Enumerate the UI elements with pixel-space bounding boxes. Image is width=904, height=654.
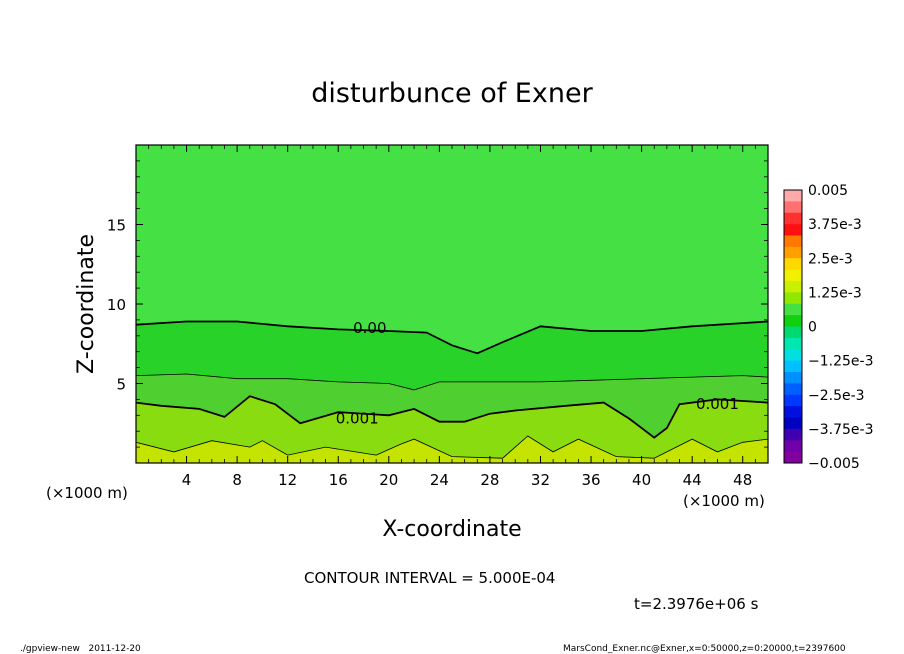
contour-line-zero	[136, 320, 768, 355]
chart-title: disturbunce of Exner	[311, 78, 593, 109]
y-axis-ticks: 5 10 15	[107, 160, 768, 448]
colorbar-swatch	[784, 269, 802, 282]
colorbar-frame	[783, 189, 803, 464]
y-tick-label: 15	[107, 217, 126, 235]
colorbar-swatch	[784, 281, 802, 293]
y-tick-label: 5	[116, 376, 126, 394]
x-tick-label: 40	[632, 471, 651, 489]
colorbar-label: 0	[808, 320, 817, 336]
contour-lines	[136, 320, 768, 459]
x-tick-label: 16	[329, 471, 348, 489]
contour-line-001	[136, 395, 768, 439]
x-unit-right-note: (×1000 m)	[683, 492, 765, 510]
colorbar-swatch	[784, 292, 802, 305]
colorbar-label: 3.75e-3	[808, 217, 862, 233]
time-text: t=2.3976e+06 s	[634, 595, 759, 613]
colorbar-label: −1.25e-3	[808, 354, 873, 370]
x-axis-ticks: 4 8 12 16 20 24 28 32 36 40 44 48	[148, 145, 756, 489]
colorbar-swatch	[784, 451, 802, 464]
colorbar-swatch	[784, 190, 802, 202]
x-tick-label: 28	[480, 471, 499, 489]
x-tick-label: 12	[278, 471, 297, 489]
contour-interval-text: CONTOUR INTERVAL = 5.000E-04	[304, 569, 555, 587]
colorbar-label: −2.5e-3	[808, 388, 865, 404]
fill-band-0015	[136, 436, 768, 463]
footer-right: MarsCond_Exner.nc@Exner,x=0:50000,z=0:20…	[563, 644, 846, 654]
colorbar-swatch	[784, 224, 802, 237]
colorbar-label: −3.75e-3	[808, 422, 873, 438]
colorbar-swatch	[784, 406, 802, 419]
x-unit-left-note: (×1000 m)	[46, 484, 128, 502]
y-tick-label: 10	[107, 296, 126, 314]
colorbar-swatch	[784, 417, 802, 430]
contour-label: 0.00	[353, 319, 386, 337]
x-tick-label: 4	[182, 471, 192, 489]
colorbar-swatch	[784, 440, 802, 453]
colorbar-swatch	[784, 315, 802, 328]
contour-line-0005	[136, 373, 768, 391]
colorbar-swatch	[784, 326, 802, 339]
colorbar-label: 0.005	[808, 183, 848, 199]
fill-band-001	[136, 396, 768, 463]
x-tick-label: 44	[683, 471, 702, 489]
colorbar-swatch	[784, 212, 802, 225]
contour-label: 0.001	[336, 409, 379, 427]
colorbar-swatch	[784, 349, 802, 362]
colorbar-swatch	[784, 303, 802, 316]
x-tick-label: 20	[379, 471, 398, 489]
colorbar-swatch	[784, 337, 802, 350]
x-tick-label: 32	[531, 471, 550, 489]
x-tick-label: 8	[232, 471, 242, 489]
x-tick-label: 48	[733, 471, 752, 489]
contour-line-0015	[136, 435, 768, 459]
y-axis-label: Z-coordinate	[74, 234, 99, 374]
colorbar-swatch	[784, 235, 802, 248]
colorbar-swatch	[784, 201, 802, 214]
colorbar-swatch	[784, 360, 802, 373]
colorbar-label: 2.5e-3	[808, 251, 853, 267]
contour-label: 0.001	[696, 395, 739, 413]
colorbar-swatch	[784, 394, 802, 407]
colorbar-swatch	[784, 383, 802, 396]
colorbar-swatch	[784, 246, 802, 259]
colorbar-swatch	[784, 428, 802, 441]
x-tick-label: 24	[430, 471, 449, 489]
colorbar-label: −0.005	[808, 456, 860, 472]
contour-labels: 0.00 0.001 0.001	[336, 319, 739, 428]
colorbar-swatch	[784, 372, 802, 384]
footer-left: ./gpview-new 2011-12-20	[20, 644, 141, 654]
plot-fill	[136, 145, 768, 463]
x-tick-label: 36	[581, 471, 600, 489]
x-axis-label: X-coordinate	[382, 517, 521, 542]
colorbar: 0.005 3.75e-3 2.5e-3 1.25e-3 0 −1.25e-3 −2.5e-…	[783, 183, 873, 472]
colorbar-label: 1.25e-3	[808, 285, 862, 301]
colorbar-swatch	[784, 258, 802, 271]
